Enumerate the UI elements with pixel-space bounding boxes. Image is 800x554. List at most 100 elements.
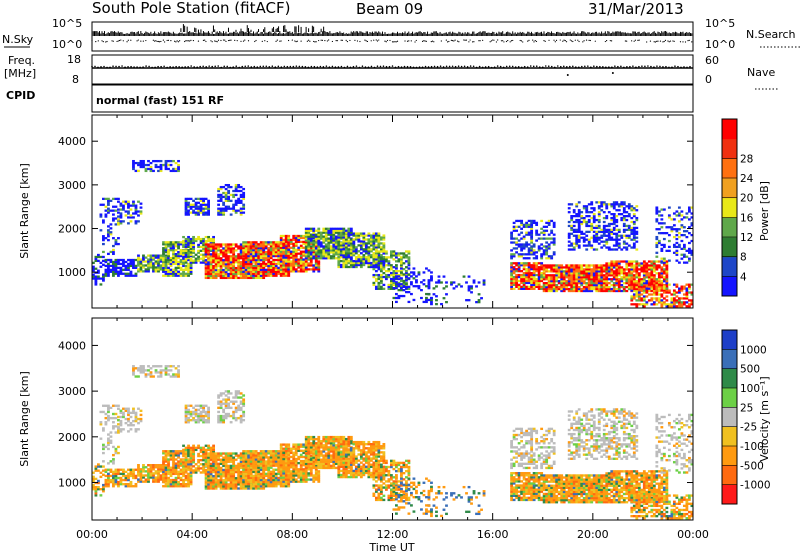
power-cell (379, 258, 383, 261)
power-cell (400, 256, 403, 259)
power-cell (374, 260, 378, 263)
power-cell (177, 167, 180, 171)
power-cell (354, 261, 358, 265)
power-cell (612, 264, 616, 267)
power-cell (97, 275, 100, 278)
power-cell (249, 270, 253, 273)
power-cell (570, 282, 574, 285)
nsearch-dot (324, 39, 326, 42)
power-cell (259, 249, 263, 252)
nsearch-dot (522, 41, 524, 43)
power-cell (389, 287, 393, 290)
power-cell (222, 268, 226, 272)
power-cell (122, 264, 125, 268)
power-cell (627, 234, 631, 237)
power-cell (352, 240, 356, 243)
power-cell (357, 254, 361, 257)
power-cell (527, 287, 531, 290)
power-cell (224, 187, 228, 191)
power-cell (640, 285, 644, 289)
power-cell (547, 221, 551, 225)
power-cell (612, 218, 616, 222)
nave-dot (553, 66, 556, 69)
power-cell (537, 270, 541, 273)
nsearch-dot (654, 41, 657, 43)
power-cell (595, 264, 599, 267)
power-cell (179, 262, 183, 266)
power-cell (334, 245, 338, 248)
power-cell (374, 266, 378, 269)
power-cell (127, 266, 130, 270)
power-cell (627, 287, 631, 291)
nsearch-dot (663, 40, 665, 43)
power-cell (114, 197, 118, 201)
power-cell (425, 298, 428, 302)
power-cell (242, 268, 246, 272)
power-cell (585, 268, 589, 271)
power-cell (249, 247, 253, 250)
power-cell (194, 197, 198, 201)
nave-dot (520, 66, 523, 69)
nsearch-dot (215, 40, 217, 42)
power-cell (197, 259, 200, 262)
power-cell (149, 266, 153, 269)
power-cell (635, 230, 639, 233)
power-cell (510, 277, 513, 281)
power-cell (127, 212, 130, 215)
power-cell (302, 252, 306, 255)
power-cell (182, 241, 185, 245)
power-cell (525, 281, 529, 285)
power-cell (382, 252, 386, 255)
power-cell (610, 289, 614, 293)
power-cell (334, 247, 338, 250)
power-cell (630, 264, 634, 267)
power-cell (379, 285, 383, 288)
power-cell (530, 251, 534, 254)
power-cell (322, 231, 326, 234)
power-cell (244, 254, 248, 258)
power-cell (244, 256, 248, 260)
power-cell (652, 282, 656, 285)
power-cell (637, 282, 641, 285)
power-cell (124, 200, 128, 203)
power-cell (359, 258, 363, 261)
power-cell (249, 256, 253, 260)
power-cell (167, 268, 170, 271)
nave-dot (656, 65, 658, 67)
power-cell (199, 245, 203, 249)
power-cell (127, 258, 130, 262)
nave-dot (523, 65, 526, 68)
power-cell (620, 236, 624, 239)
power-cell (592, 280, 596, 283)
power-cell (520, 279, 524, 283)
power-cell (292, 248, 296, 251)
nave-dot (632, 65, 634, 67)
power-cell (617, 282, 621, 285)
power-cell (209, 255, 213, 258)
power-cell (144, 260, 148, 263)
power-cell (650, 268, 654, 271)
power-cell (119, 204, 123, 207)
power-cell (132, 202, 135, 205)
power-cell (204, 253, 208, 256)
power-cell (395, 260, 398, 263)
power-cell (530, 237, 534, 240)
power-cell (632, 238, 636, 241)
nave-dot (644, 65, 646, 68)
power-cell (547, 289, 551, 293)
power-cell (635, 280, 639, 283)
power-cell (137, 264, 140, 267)
power-cell (570, 270, 574, 273)
power-cell (560, 268, 564, 271)
power-cell (652, 278, 656, 281)
power-cell (400, 277, 403, 280)
power-cell (612, 201, 616, 204)
power-cell (555, 270, 559, 273)
power-cell (232, 247, 236, 250)
power-cell (279, 262, 283, 265)
power-cell (222, 263, 226, 266)
power-cell (572, 242, 576, 245)
power-cell (457, 283, 461, 286)
power-cell (515, 279, 519, 283)
power-cell (585, 220, 589, 224)
